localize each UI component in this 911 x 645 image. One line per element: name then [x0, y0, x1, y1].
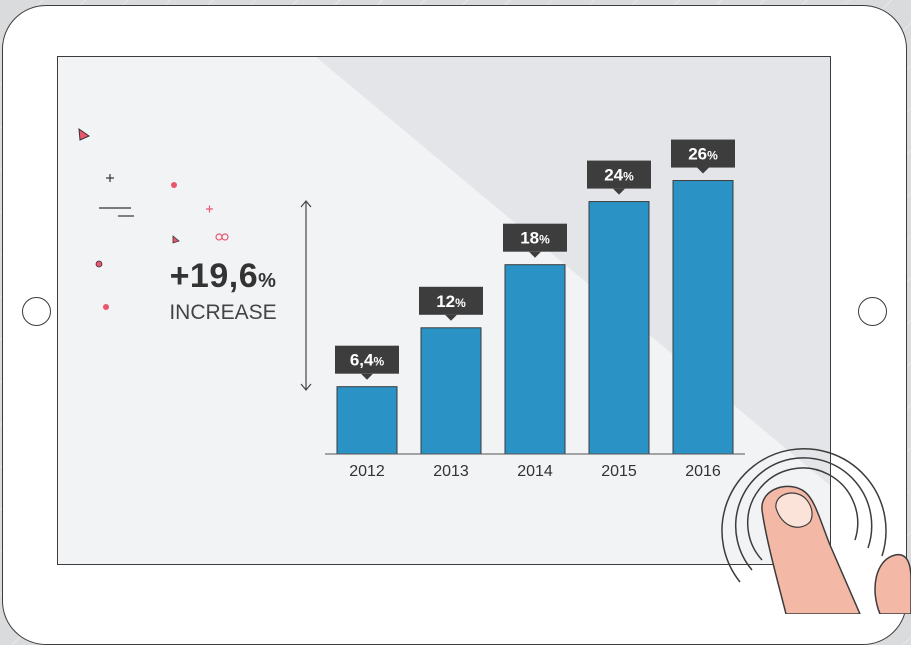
plus-icon — [206, 205, 213, 213]
data-label-2012: 6,4% — [335, 345, 399, 380]
tablet-camera — [22, 297, 51, 326]
dot-icon — [95, 260, 103, 268]
data-label-text: 6,4% — [350, 351, 385, 370]
x-tick-label-2014: 2014 — [517, 463, 553, 480]
bar-2014 — [504, 264, 566, 455]
triangle-icon — [172, 235, 180, 244]
x-tick-label-2015: 2015 — [601, 463, 637, 480]
tablet-screen: 6,4% 2012 12% 2013 18% 2014 24% 2015 26% 2016 +19… — [57, 56, 831, 565]
increase-label: INCREASE — [169, 301, 277, 324]
equals-icon — [99, 207, 134, 217]
data-label-text: 12% — [436, 292, 466, 311]
data-label-text: 24% — [604, 166, 634, 185]
decorations — [78, 127, 312, 391]
plus-icon — [106, 174, 114, 182]
dot-icon — [171, 182, 177, 188]
x-tick-label-2016: 2016 — [685, 463, 721, 480]
data-label-2014: 18% — [503, 223, 567, 258]
dot-icon — [103, 304, 109, 310]
bar-2012 — [336, 386, 398, 455]
tablet-home-button[interactable] — [858, 297, 887, 326]
bar-2016 — [672, 180, 734, 455]
data-label-text: 18% — [520, 229, 550, 248]
x-tick-label-2013: 2013 — [433, 463, 469, 480]
increase-figure: +19,6% — [148, 257, 298, 296]
triangle-icon — [78, 127, 91, 141]
increase-unit: % — [258, 270, 277, 292]
double-arrow-icon — [300, 200, 312, 391]
data-label-2015: 24% — [587, 160, 651, 195]
x-tick-label-2012: 2012 — [349, 463, 385, 480]
bar-2013 — [420, 327, 482, 455]
data-label-2016: 26% — [671, 139, 735, 174]
bar-chart: 6,4% 2012 12% 2013 18% 2014 24% 2015 26% 2016 — [325, 139, 745, 480]
infinity-icon — [215, 233, 229, 241]
increase-value: +19,6 — [169, 257, 259, 295]
data-label-text: 26% — [688, 145, 718, 164]
bar-2015 — [588, 201, 650, 455]
data-label-2013: 12% — [419, 286, 483, 321]
